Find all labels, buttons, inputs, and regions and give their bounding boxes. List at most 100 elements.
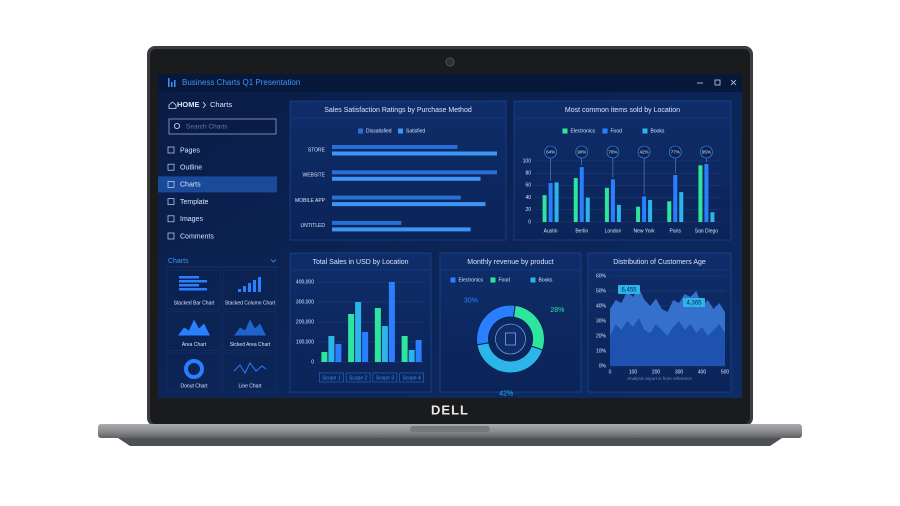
scope-button[interactable] [399,372,424,383]
icon-shape [179,288,207,291]
thumbnail-label: Stacked Column Chart [225,300,276,306]
y-tick-label: 300,000 [296,299,314,305]
window-controls[interactable] [697,79,737,86]
bar [388,282,395,362]
breadcrumb-home[interactable]: HOME [177,100,200,109]
y-tick-label: 20 [525,207,531,213]
menu-item[interactable]: Images [180,216,203,223]
donut-center [495,323,526,355]
chart-title: Monthly revenue by product [467,259,553,266]
y-tick-label: 200,000 [296,319,314,325]
chart-panel: Monthly revenue by product Electronics Foo… [439,252,582,398]
thumbnail-icon [233,362,267,375]
bar [616,204,621,222]
x-tick-label: Scope 1 [322,375,341,381]
chart-panel: Most common items sold by Location Electr… [513,100,732,241]
y-tick-label: 100,000 [296,339,314,345]
legend-label: Books [651,128,665,134]
chart-panel: Total Sales in USD by Location 0 100,000 20… [289,252,432,393]
category-label: WEBSITE [302,173,325,179]
legend-swatch [642,128,648,134]
menu-item[interactable]: Pages [180,147,200,154]
x-tick-label: 0 [609,369,612,375]
x-tick-label: 400 [698,369,707,375]
icon-shape [179,280,207,283]
menu-icon [167,146,175,154]
bar [573,178,578,222]
menu-item[interactable]: Outline [180,165,202,172]
y-tick-label: 40 [525,195,531,201]
thumbnail-card[interactable] [222,311,277,351]
x-tick-label: Paris [670,228,682,234]
menu-icon [167,215,175,223]
bar [548,182,553,222]
thumbnail-card[interactable] [166,269,221,310]
menu-icon [167,163,175,171]
bar [642,196,647,222]
bar [374,308,381,362]
menu-item[interactable]: Template [180,199,209,206]
section-toggle[interactable] [270,259,277,263]
annotation-bubble [668,145,682,159]
menu-item[interactable]: Comments [180,233,214,240]
app-icon [168,78,176,87]
legend-label: Dissatisfied [366,128,392,134]
legend-swatch [398,128,403,134]
thumbnail-card[interactable] [166,352,221,393]
bar [679,192,684,222]
x-tick-label: 100 [629,369,638,375]
bar [355,302,362,362]
thumbnail-card[interactable] [166,311,221,351]
chart-note: Analysis report is from reference [627,376,692,381]
y-tick-label: 50% [596,288,607,294]
icon-shape [179,276,199,279]
thumbnail-icon [184,359,204,379]
y-tick-label: 30% [596,318,607,324]
icon-shape [178,319,210,336]
scope-button[interactable] [319,372,344,383]
thumbnail-card[interactable] [222,269,277,310]
bar [332,151,497,156]
y-tick-label: 20% [596,333,607,339]
legend-label: Electronics [459,277,484,283]
bar [332,170,497,175]
x-tick-label: San Diego [695,228,719,234]
icon-shape [184,359,204,379]
chart-title: Most common items sold by Location [565,107,680,114]
menu-item[interactable]: Charts [180,182,201,189]
annotation-bubble [606,145,620,159]
scope-button[interactable] [372,372,398,383]
webcam [445,57,455,67]
category-label: STORE [308,147,326,153]
bar [704,164,709,222]
icon-shape [234,319,266,336]
x-tick-label: Scope 4 [402,375,421,381]
icon-shape [248,283,251,292]
legend-label: Food [611,128,623,134]
x-tick-label: Berlin [575,228,588,234]
title-bar [158,74,742,92]
legend-label: Food [499,277,511,283]
search-box[interactable] [168,118,277,135]
icon-shape [238,289,241,292]
thumbnail-card[interactable] [222,352,277,393]
section-title: Charts [168,258,189,265]
thumbnail-icon [238,277,261,292]
bar [710,212,715,222]
donut-segment [476,342,544,374]
annotation: 6,455 [621,288,637,294]
thumbnail-label: Stcked Area Chart [230,342,271,348]
legend-label: Books [539,277,553,283]
x-tick-label: New York [634,228,656,234]
window-title: Business Charts Q1 Presentation [182,78,300,87]
bar [332,220,402,225]
bar [332,145,458,149]
bar [332,202,486,207]
bar [579,167,584,222]
thumbnail-icon [234,319,266,336]
y-tick-label: 40% [596,303,607,309]
scope-button[interactable] [345,372,371,383]
